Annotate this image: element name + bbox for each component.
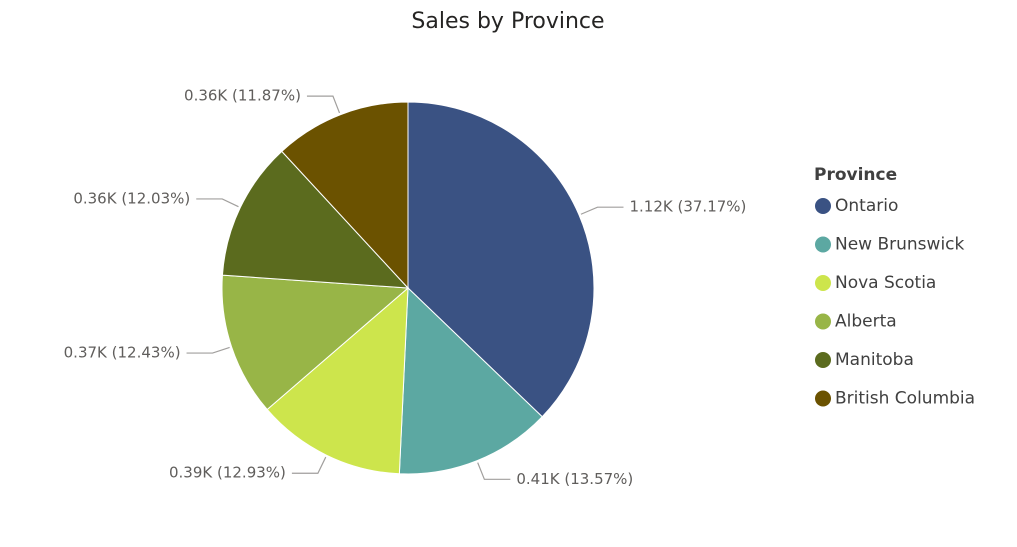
data-label-manitoba: 0.36K (12.03%) (73, 189, 190, 207)
pie-slices (221, 101, 595, 475)
legend-marker (815, 352, 831, 368)
leader-lines (186, 95, 624, 480)
legend-item-manitoba[interactable]: Manitoba (815, 350, 914, 370)
chart-title: Sales by Province (411, 9, 604, 34)
legend: Province Ontario New Brunswick Nova Scotia… (814, 165, 975, 409)
data-label-new-brunswick: 0.41K (13.57%) (516, 470, 633, 488)
legend-item-alberta[interactable]: Alberta (815, 312, 897, 332)
legend-label: Ontario (835, 196, 898, 216)
legend-item-nova-scotia[interactable]: Nova Scotia (815, 273, 936, 293)
data-labels: 1.12K (37.17%) 0.41K (13.57%) 0.39K (12.93… (64, 87, 747, 488)
legend-marker (815, 236, 831, 253)
data-label-nova-scotia: 0.39K (12.93%) (169, 464, 286, 482)
leader-line-nova-scotia (291, 456, 327, 474)
leader-line-new-brunswick (477, 462, 511, 480)
legend-title: Province (814, 165, 897, 185)
pie-slice-new-brunswick[interactable] (398, 286, 543, 475)
pie-slice-manitoba[interactable] (221, 150, 410, 289)
legend-marker (815, 198, 831, 214)
legend-label: New Brunswick (835, 235, 965, 255)
leader-line-manitoba (196, 198, 239, 208)
legend-item-new-brunswick[interactable]: New Brunswick (815, 235, 965, 255)
pie-slice-ontario[interactable] (407, 101, 595, 418)
legend-item-ontario[interactable]: Ontario (815, 196, 898, 216)
pie-slice-nova-scotia[interactable] (266, 286, 409, 475)
leader-line-british-columbia (306, 95, 341, 114)
legend-item-british-columbia[interactable]: British Columbia (815, 389, 975, 409)
leader-line-alberta (186, 346, 230, 354)
data-label-alberta: 0.37K (12.43%) (64, 344, 181, 362)
legend-marker (815, 275, 831, 291)
legend-label: Alberta (835, 312, 897, 332)
pie-slice-british-columbia[interactable] (281, 101, 409, 290)
legend-marker (815, 390, 831, 407)
data-label-british-columbia: 0.36K (11.87%) (184, 87, 301, 105)
pie-slice-alberta[interactable] (221, 274, 410, 411)
data-label-ontario: 1.12K (37.17%) (629, 198, 746, 216)
legend-marker (815, 313, 831, 330)
legend-label: Nova Scotia (835, 273, 936, 293)
legend-label: Manitoba (835, 350, 914, 370)
legend-label: British Columbia (835, 389, 975, 409)
leader-line-ontario (580, 206, 624, 215)
